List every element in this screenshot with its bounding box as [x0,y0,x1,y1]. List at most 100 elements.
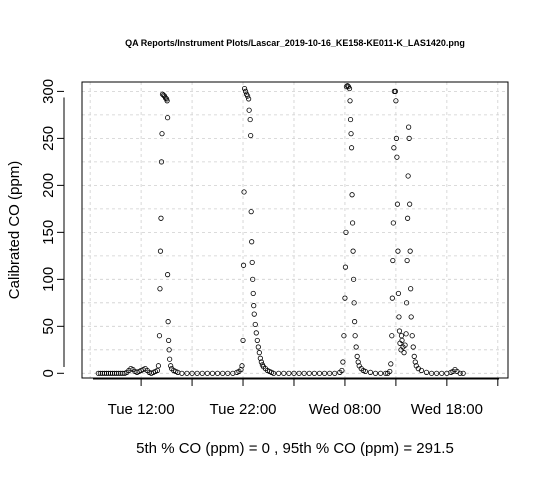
data-point [395,248,401,254]
data-point [316,370,323,376]
data-point [157,286,163,292]
data-point [296,370,302,376]
data-point [256,350,262,356]
data-point [418,367,424,374]
data-point [391,145,397,151]
data-point [399,337,405,344]
data-point [355,359,361,365]
y-tick-label: 0 [40,369,57,377]
data-point [270,370,277,376]
data-point [254,337,260,344]
data-point [389,295,395,301]
x-tick-label: Wed 08:00 [309,401,381,418]
y-tick-label: 300 [40,79,57,104]
data-point [311,370,317,376]
data-point [401,350,407,356]
x-tick-label: Wed 18:00 [411,401,483,418]
data-point [209,370,216,376]
data-point [388,361,394,367]
data-point [347,116,354,123]
data-point [255,344,261,350]
data-point [393,135,400,141]
data-point [240,262,247,268]
data-point [346,85,353,92]
data-point [155,363,162,369]
data-point [301,370,307,376]
data-point [353,344,359,350]
data-point [157,248,164,254]
data-point [248,132,254,139]
data-point [342,295,348,301]
data-point [158,215,164,221]
data-point [162,95,169,101]
data-point [189,370,195,376]
data-point [340,359,346,365]
data-point [354,353,360,359]
data-point [404,257,410,264]
data-point [249,259,255,266]
data-point [362,368,368,375]
data-point [179,370,185,376]
y-tick-label: 50 [40,318,57,335]
data-point [159,131,165,137]
data-point [247,116,253,123]
data-point [411,353,417,359]
data-point [372,370,379,376]
data-point [165,319,171,325]
data-point [249,239,255,245]
x-tick-label: Tue 22:00 [210,401,277,418]
data-point [240,337,246,344]
data-point [339,367,345,374]
data-point [410,344,416,350]
data-point [409,333,415,339]
x-axis: Tue 12:00 Tue 22:00 Wed 08:00 Wed 18:00 [93,378,499,418]
data-point [393,98,399,104]
data-point [250,290,256,297]
data-point [194,370,200,376]
chart-title: QA Reports/Instrument Plots/Lascar_2019-… [125,38,465,48]
data-point [351,276,357,282]
plot-frame [81,81,509,379]
data-point [164,98,170,104]
data-point [341,333,347,339]
data-point [166,347,172,353]
data-point [352,319,358,325]
data-point [252,321,258,328]
data-point [257,355,263,361]
data-point [214,370,221,376]
data-point [251,311,257,317]
data-point [348,131,354,137]
grid [82,82,508,378]
data-point [166,337,172,344]
data-point [349,220,356,226]
data-point [321,370,328,376]
data-point [241,189,247,195]
data-point [403,331,409,337]
data-point [402,342,408,348]
data-point [184,370,190,376]
data-point [246,107,252,113]
data-point [408,286,414,292]
data-point [204,370,210,376]
data-point [276,370,282,376]
data-point [156,333,163,339]
data-point [407,248,413,254]
data-point [398,333,405,339]
data-point [165,115,171,121]
data-point [405,173,411,179]
data-point [412,359,418,365]
y-tick-label: 250 [40,126,57,151]
data-point [390,257,396,264]
data-point [238,366,244,373]
data-point [348,145,355,151]
y-tick-label: 100 [40,267,57,292]
y-tick-label: 150 [40,220,57,245]
data-point [390,220,396,226]
data-point [439,370,445,376]
data-point [407,201,413,207]
data-point [392,88,398,94]
y-axis: 0 50 100 150 200 250 300 [40,79,65,377]
data-point [406,135,412,141]
data-point [428,370,435,376]
data-point [246,96,252,102]
